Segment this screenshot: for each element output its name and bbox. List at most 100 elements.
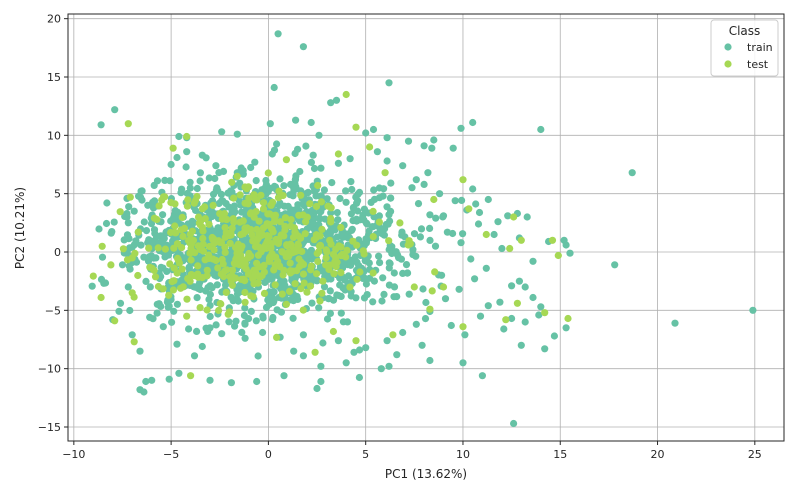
data-points bbox=[88, 30, 757, 428]
point-train bbox=[395, 254, 403, 262]
point-train bbox=[310, 164, 319, 173]
point-test bbox=[289, 233, 298, 241]
point-test bbox=[267, 201, 275, 209]
point-train bbox=[259, 328, 267, 337]
point-test bbox=[513, 299, 522, 307]
point-train bbox=[376, 259, 384, 267]
point-train bbox=[101, 279, 110, 287]
point-train bbox=[431, 242, 440, 250]
point-test bbox=[439, 283, 448, 291]
point-test bbox=[196, 304, 204, 312]
point-test bbox=[279, 271, 287, 279]
point-train bbox=[550, 332, 559, 340]
point-test bbox=[428, 287, 436, 295]
point-train bbox=[268, 150, 276, 158]
point-train bbox=[321, 215, 329, 223]
point-test bbox=[171, 200, 179, 208]
point-train bbox=[671, 319, 679, 327]
point-test bbox=[366, 143, 374, 151]
x-tick-label: −5 bbox=[163, 448, 179, 461]
point-train bbox=[416, 233, 424, 241]
point-test bbox=[459, 176, 467, 184]
point-train bbox=[264, 296, 272, 304]
point-test bbox=[375, 218, 383, 226]
point-test bbox=[116, 208, 124, 216]
point-test bbox=[369, 233, 377, 241]
point-train bbox=[541, 345, 549, 353]
point-test bbox=[169, 144, 177, 152]
point-train bbox=[234, 297, 242, 305]
point-train bbox=[482, 264, 490, 272]
point-test bbox=[306, 200, 314, 208]
point-test bbox=[269, 228, 277, 236]
point-train bbox=[206, 376, 214, 384]
point-test bbox=[482, 230, 490, 239]
point-test bbox=[431, 268, 439, 276]
point-test bbox=[230, 218, 238, 226]
point-train bbox=[198, 151, 206, 159]
point-train bbox=[193, 294, 201, 302]
point-test bbox=[334, 150, 342, 158]
point-train bbox=[393, 351, 401, 359]
point-train bbox=[370, 213, 378, 221]
point-test bbox=[216, 300, 224, 308]
point-train bbox=[110, 218, 118, 226]
point-train bbox=[268, 315, 277, 324]
point-train bbox=[292, 116, 300, 124]
point-train bbox=[420, 180, 428, 188]
point-test bbox=[232, 244, 240, 252]
point-test bbox=[196, 246, 205, 254]
point-train bbox=[419, 285, 427, 293]
point-test bbox=[307, 266, 315, 274]
point-train bbox=[328, 179, 336, 187]
point-train bbox=[476, 312, 485, 320]
point-test bbox=[178, 265, 186, 273]
point-test bbox=[502, 316, 510, 324]
point-train bbox=[342, 198, 350, 206]
point-train bbox=[218, 330, 226, 338]
point-train bbox=[457, 124, 465, 132]
point-train bbox=[508, 282, 516, 290]
point-train bbox=[173, 300, 181, 308]
point-test bbox=[316, 297, 324, 305]
point-train bbox=[124, 283, 132, 291]
point-train bbox=[218, 128, 226, 136]
point-test bbox=[184, 196, 192, 204]
legend-label-train: train bbox=[747, 41, 773, 54]
point-train bbox=[137, 187, 145, 195]
point-test bbox=[153, 215, 161, 224]
point-test bbox=[168, 278, 176, 286]
point-test bbox=[171, 229, 179, 237]
point-train bbox=[494, 218, 502, 226]
point-train bbox=[126, 306, 134, 315]
point-train bbox=[198, 342, 206, 351]
point-train bbox=[307, 158, 315, 166]
point-test bbox=[169, 286, 177, 294]
point-train bbox=[159, 211, 167, 219]
point-train bbox=[336, 274, 344, 282]
point-test bbox=[128, 254, 136, 262]
point-train bbox=[424, 169, 432, 177]
point-train bbox=[280, 372, 288, 380]
point-test bbox=[281, 214, 290, 222]
point-train bbox=[157, 263, 165, 271]
point-train bbox=[175, 369, 183, 377]
point-train bbox=[206, 312, 214, 321]
point-train bbox=[335, 291, 343, 300]
series-train bbox=[88, 30, 757, 428]
point-train bbox=[118, 261, 127, 269]
point-train bbox=[274, 30, 282, 38]
point-train bbox=[566, 249, 574, 257]
point-train bbox=[521, 318, 529, 326]
point-test bbox=[319, 277, 327, 285]
point-train bbox=[459, 359, 467, 367]
point-test bbox=[337, 223, 345, 232]
point-train bbox=[137, 241, 145, 249]
point-test bbox=[187, 256, 195, 264]
point-test bbox=[554, 251, 562, 260]
point-train bbox=[370, 186, 378, 194]
point-train bbox=[404, 137, 413, 145]
point-train bbox=[142, 277, 150, 285]
point-test bbox=[459, 323, 467, 331]
point-test bbox=[226, 239, 234, 247]
